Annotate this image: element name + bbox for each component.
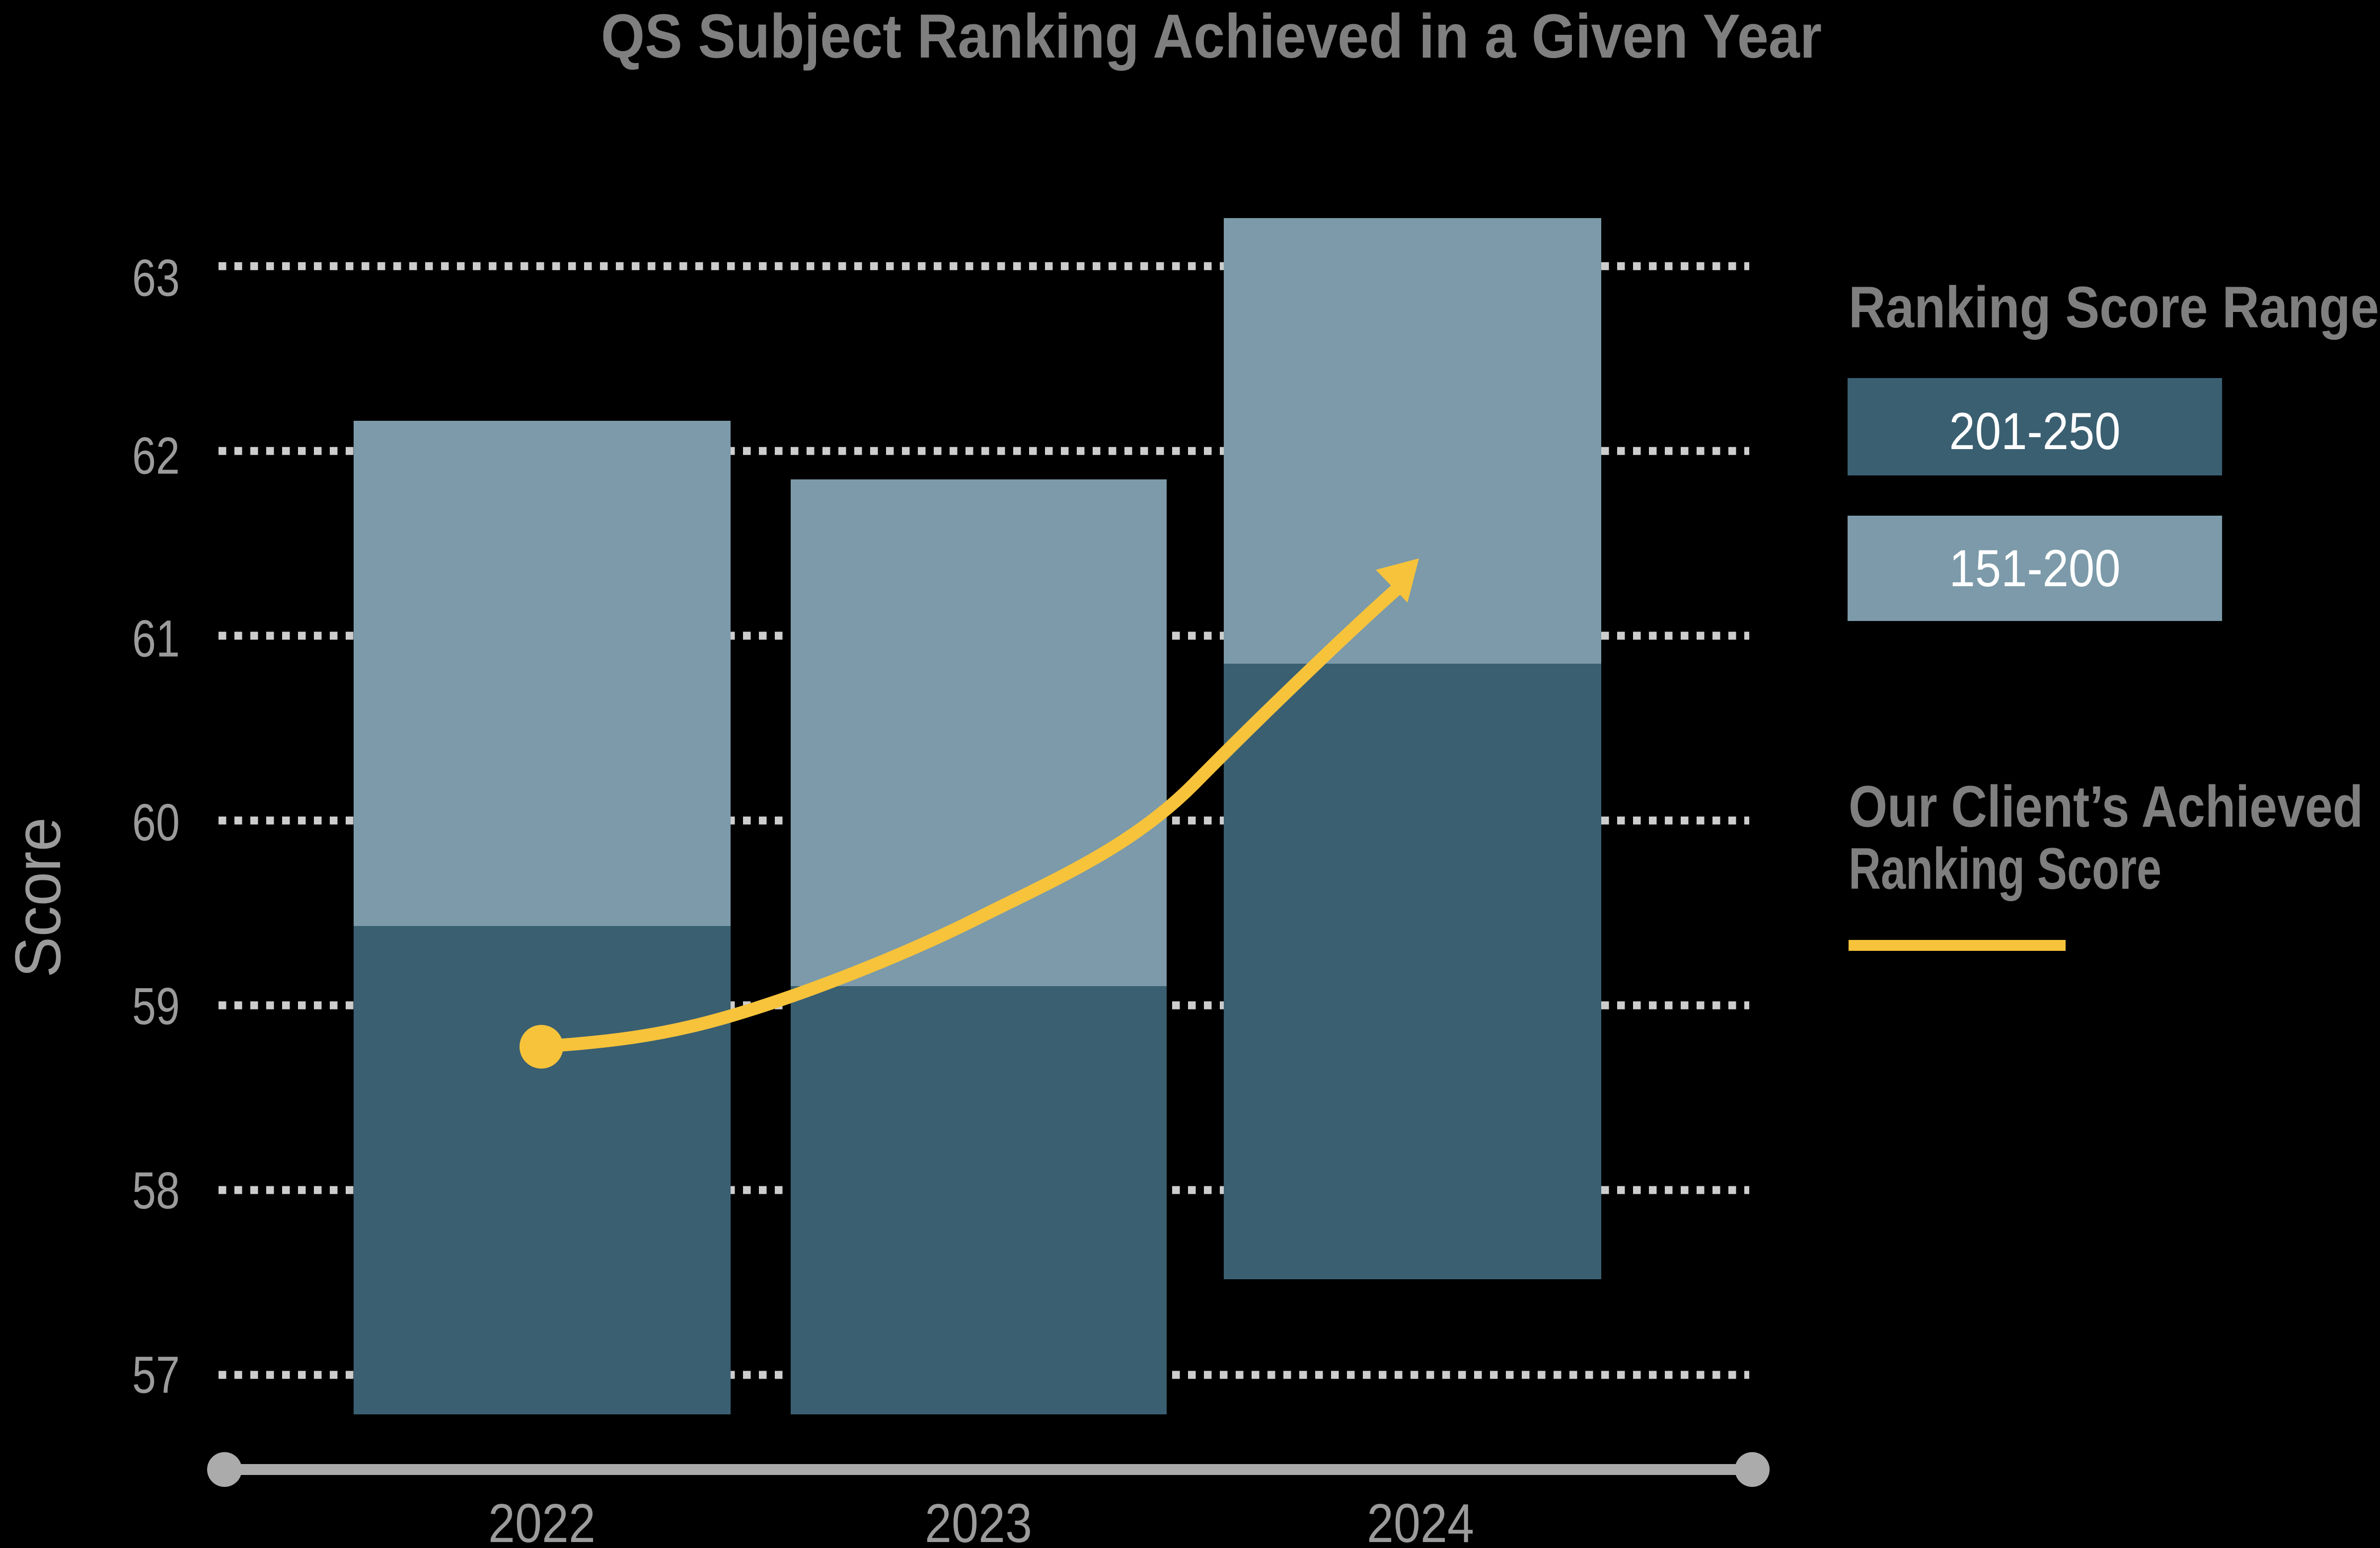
- svg-text:Score: Score: [1, 817, 74, 978]
- svg-text:QS Subject Ranking Achieved in: QS Subject Ranking Achieved in a Given Y…: [601, 2, 1822, 71]
- svg-text:57: 57: [132, 1346, 180, 1404]
- svg-text:Ranking Score: Ranking Score: [1849, 836, 2161, 902]
- svg-text:60: 60: [132, 794, 180, 852]
- svg-text:2022: 2022: [488, 1493, 595, 1548]
- svg-text:2024: 2024: [1367, 1493, 1474, 1548]
- svg-text:62: 62: [132, 427, 180, 485]
- svg-text:58: 58: [132, 1162, 180, 1220]
- svg-text:61: 61: [132, 610, 180, 668]
- svg-text:Our Client’s Achieved: Our Client’s Achieved: [1849, 774, 2363, 840]
- svg-text:Ranking Score Range: Ranking Score Range: [1849, 275, 2379, 340]
- svg-text:151-200: 151-200: [1949, 540, 2121, 598]
- svg-text:63: 63: [132, 249, 180, 308]
- svg-text:201-250: 201-250: [1949, 402, 2121, 461]
- svg-text:2023: 2023: [925, 1493, 1032, 1548]
- svg-text:59: 59: [132, 978, 180, 1036]
